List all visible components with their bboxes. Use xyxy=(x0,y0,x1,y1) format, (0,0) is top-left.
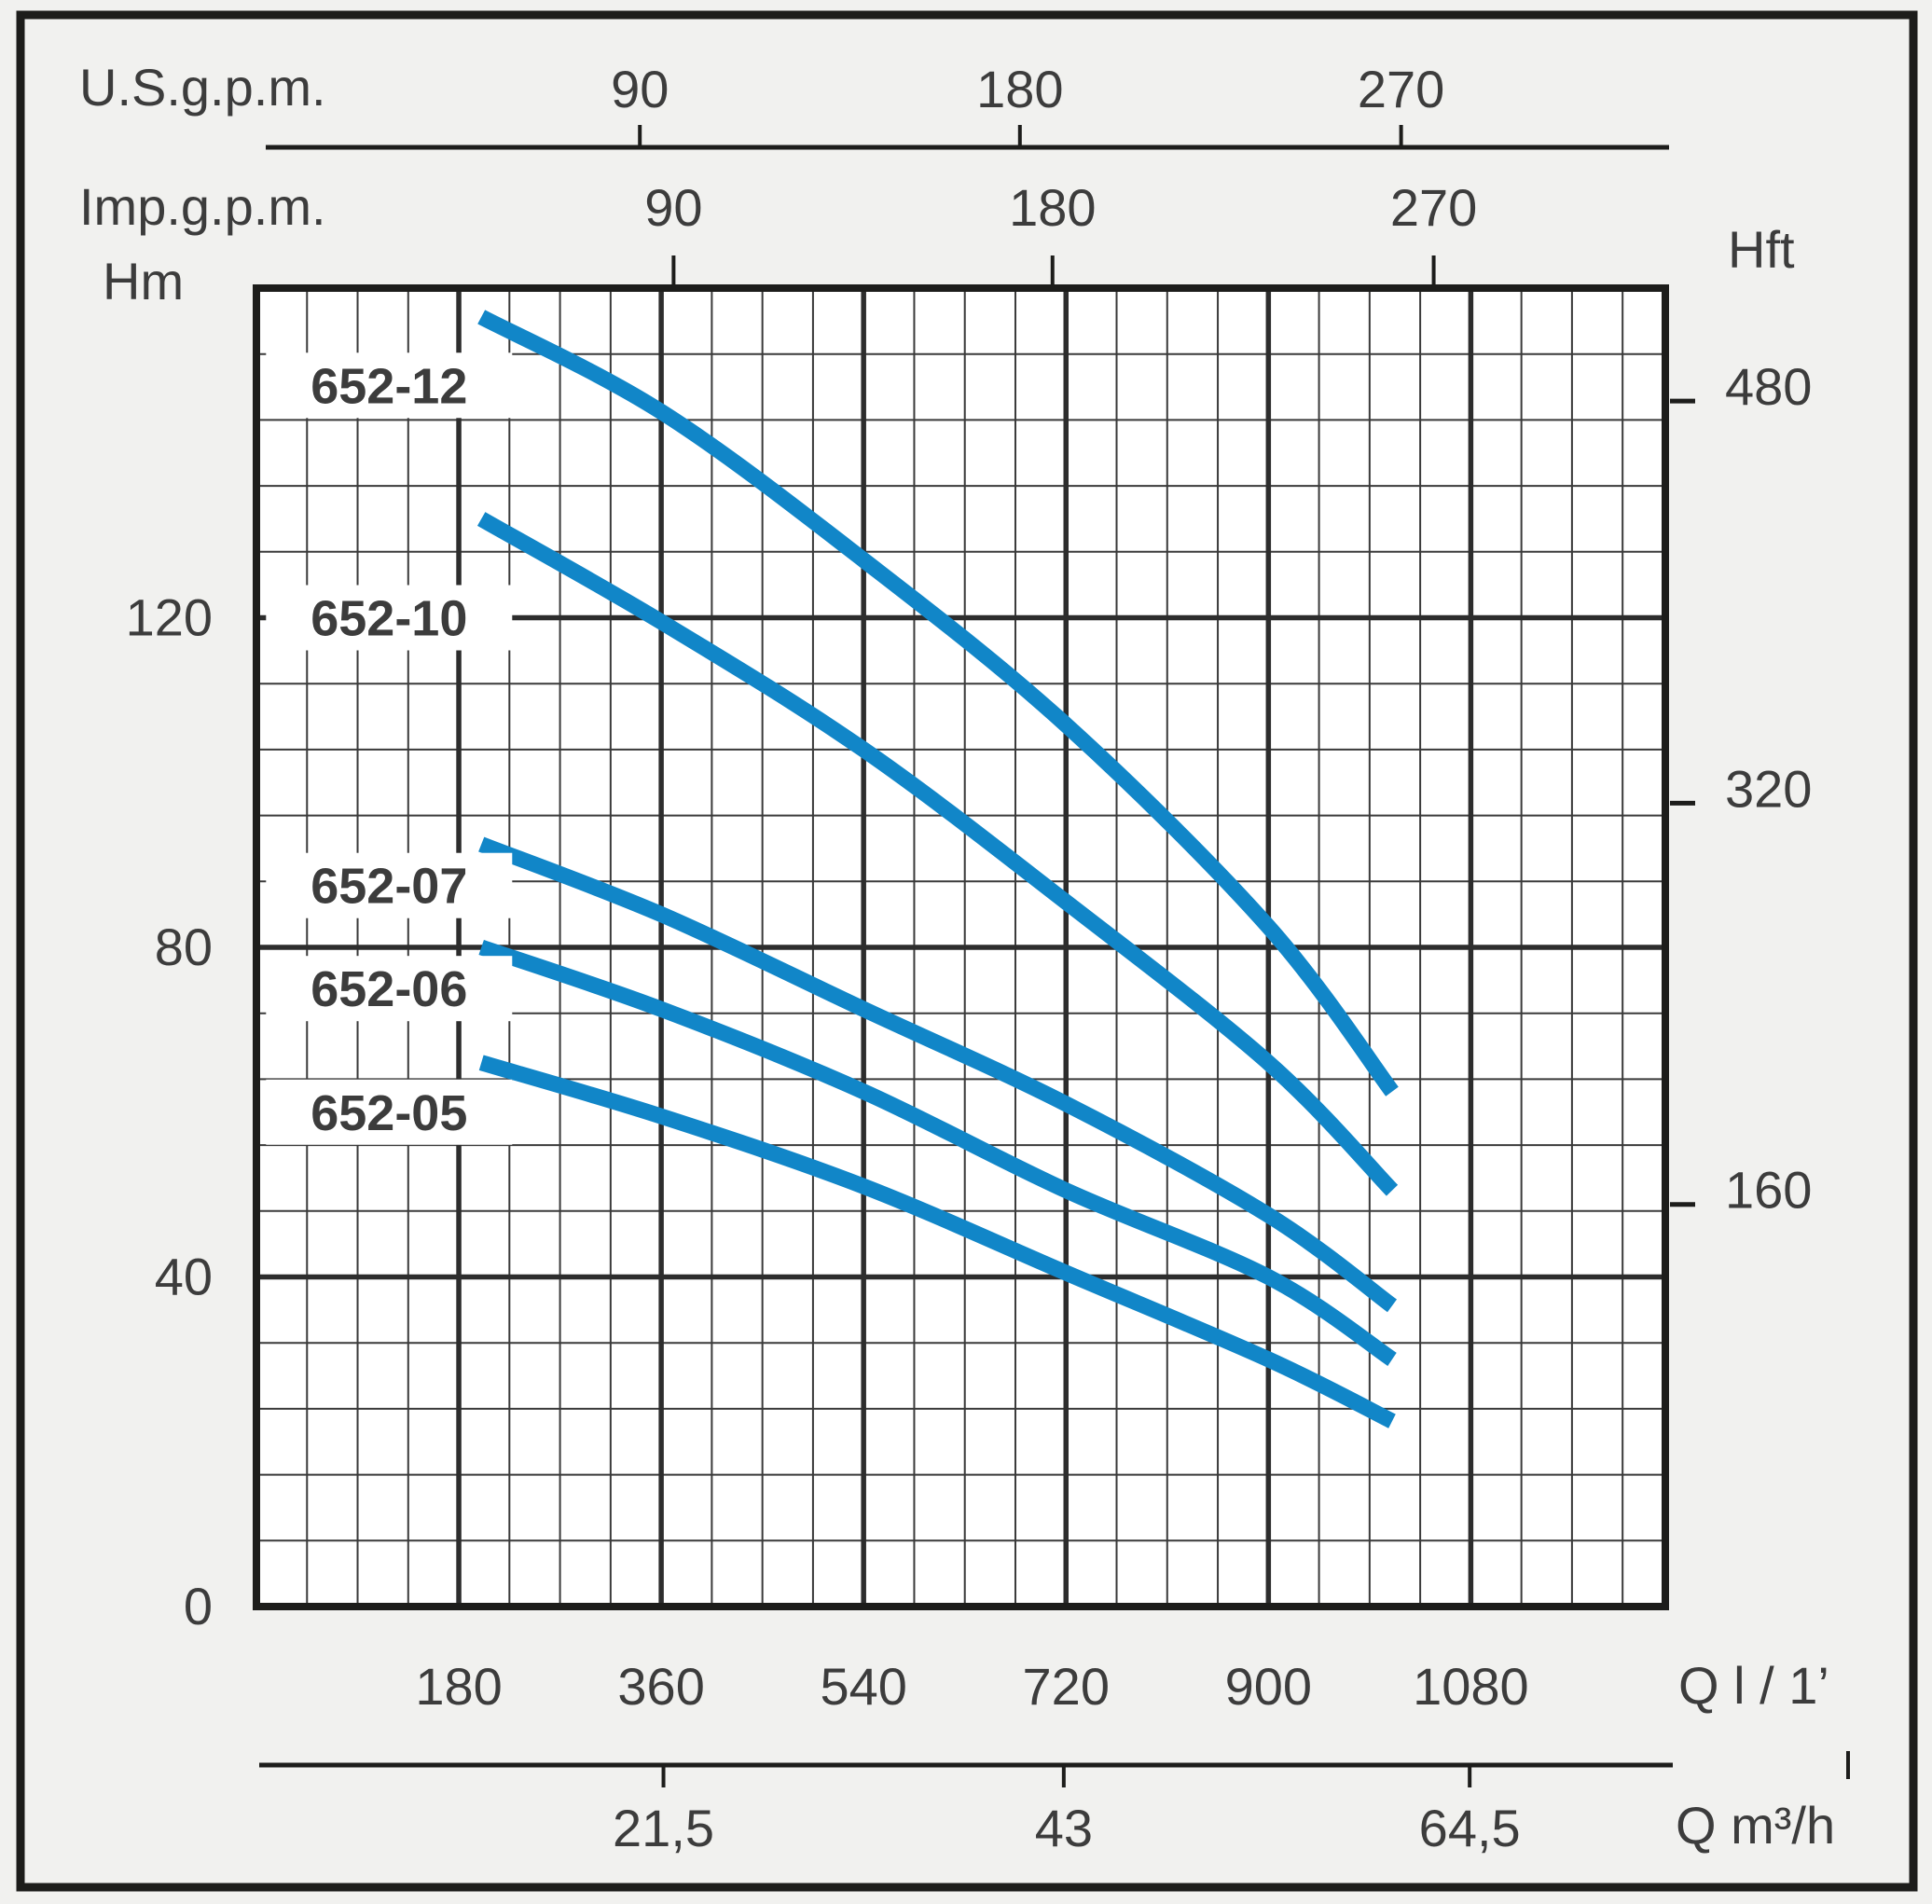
hm-axis-title: Hm xyxy=(103,252,184,310)
curve-652-05 xyxy=(478,1055,1396,1428)
usgpm-tick-label: 90 xyxy=(611,60,669,118)
q-lmin-tick-label: 1080 xyxy=(1413,1657,1529,1716)
curve-label-box-652-05 xyxy=(266,1079,513,1145)
curve-652-06 xyxy=(478,939,1397,1366)
curve-label-652-05: 652-05 xyxy=(310,1085,467,1141)
q-lmin-tick-label: 180 xyxy=(415,1657,502,1716)
hft-tick-label: 160 xyxy=(1725,1161,1812,1220)
curve-label-652-12: 652-12 xyxy=(310,358,467,414)
hft-axis-title: Hft xyxy=(1728,220,1795,279)
curve-label-box-652-12 xyxy=(266,352,513,419)
curve-label-box-652-10 xyxy=(266,585,513,651)
curve-652-10 xyxy=(476,512,1399,1196)
hft-tick-label: 480 xyxy=(1725,357,1812,416)
plot-area: 652-12 652-10 652-07 652-06 652-05 90 180 270 90… xyxy=(126,60,1850,1857)
impgpm-tick-label: 180 xyxy=(1009,178,1096,237)
q-lmin-axis-title: Q l / 1’ xyxy=(1678,1656,1829,1715)
outer-border xyxy=(16,10,1918,1892)
impgpm-tick-label: 270 xyxy=(1390,178,1477,237)
usgpm-tick-label: 270 xyxy=(1358,60,1444,118)
usgpm-axis-title: U.S.g.p.m. xyxy=(79,58,326,117)
usgpm-tick-label: 180 xyxy=(976,60,1063,118)
q-lmin-tick-label: 360 xyxy=(617,1657,704,1716)
impgpm-axis-title: Imp.g.p.m. xyxy=(79,177,326,236)
curve-label-box-652-07 xyxy=(266,852,513,918)
curve-label-652-10: 652-10 xyxy=(310,591,467,647)
curve-label-652-06: 652-06 xyxy=(310,961,467,1017)
impgpm-tick-label: 90 xyxy=(644,178,702,237)
hm-tick-label: 80 xyxy=(155,918,213,976)
q-lmin-tick-label: 900 xyxy=(1225,1657,1312,1716)
curve-label-652-07: 652-07 xyxy=(310,859,467,915)
q-lmin-tick-label: 540 xyxy=(820,1657,906,1716)
hm-tick-label: 120 xyxy=(126,588,213,647)
q-lmin-tick-label: 720 xyxy=(1023,1657,1110,1716)
plot-frame xyxy=(253,284,1669,1610)
hm-tick-label: 40 xyxy=(155,1248,213,1306)
m3h-tick-label: 43 xyxy=(1035,1799,1093,1857)
curve-label-box-652-06 xyxy=(266,956,513,1022)
hm-tick-label: 0 xyxy=(184,1577,213,1635)
m3h-tick-label: 64,5 xyxy=(1419,1799,1521,1857)
q-m3h-axis-title: Q m³/h xyxy=(1676,1796,1835,1855)
curve-652-07 xyxy=(478,836,1398,1313)
curve-652-12 xyxy=(477,310,1399,1097)
hft-tick-label: 320 xyxy=(1725,759,1812,818)
m3h-tick-label: 21,5 xyxy=(613,1799,714,1857)
